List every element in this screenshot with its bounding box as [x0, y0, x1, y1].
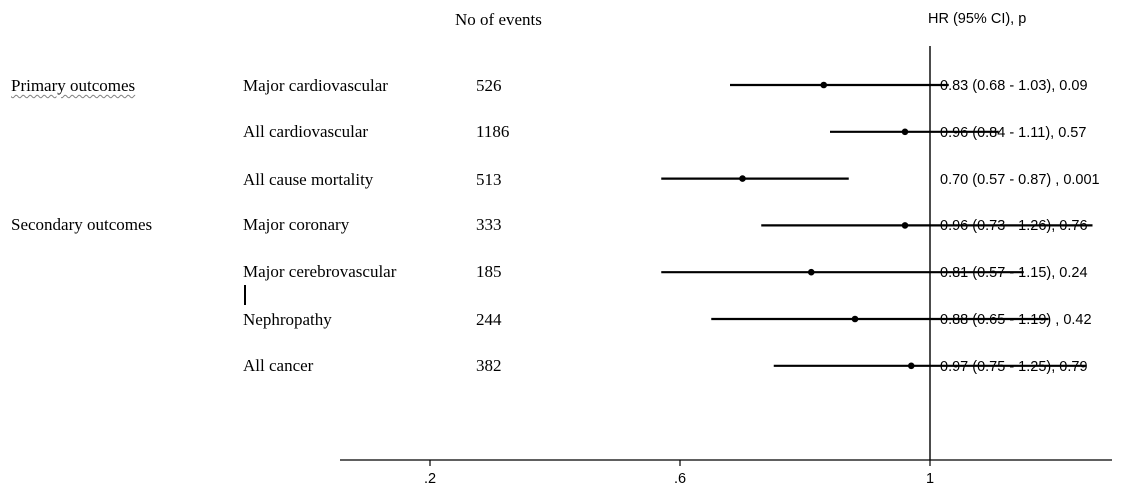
events-major-cardiovascular: 526: [476, 76, 502, 95]
hr-point: [851, 315, 859, 323]
hr-point: [820, 81, 828, 89]
hr-text-all-cancer: 0.97 (0.75 - 1.25), 0.79: [940, 359, 1088, 375]
hr-text-all-cause-mortality: 0.70 (0.57 - 0.87) , 0.001: [940, 172, 1100, 188]
hr-point: [901, 222, 909, 229]
text-cursor-mark: [244, 285, 246, 305]
row-label-all-cause-mortality: All cause mortality: [243, 170, 374, 189]
events-all-cancer: 382: [476, 356, 502, 375]
group-label-secondary: Secondary outcomes: [11, 215, 153, 234]
row-label-all-cancer: All cancer: [243, 356, 314, 375]
events-all-cause-mortality: 513: [476, 170, 502, 189]
hr-point: [901, 128, 909, 136]
hr-point: [907, 362, 915, 370]
events-major-coronary: 333: [476, 215, 502, 234]
x-axis-tick-label: .2: [424, 471, 436, 487]
events-all-cardiovascular: 1186: [476, 122, 510, 141]
x-axis-tick-label: .6: [674, 471, 686, 487]
hr-column-header: HR (95% CI), p: [928, 11, 1027, 27]
x-axis-tick-label: 1: [926, 471, 934, 487]
events-nephropathy: 244: [476, 310, 502, 329]
hr-text-major-cardiovascular: 0.83 (0.68 - 1.03), 0.09: [940, 78, 1088, 94]
hr-point: [739, 175, 746, 182]
hr-text-all-cardiovascular: 0.96 (0.84 - 1.11), 0.57: [940, 125, 1087, 141]
group-label-primary: Primary outcomes: [11, 76, 136, 95]
row-label-all-cardiovascular: All cardiovascular: [243, 122, 369, 141]
row-label-major-coronary: Major coronary: [243, 215, 350, 234]
events-major-cerebrovascular: 185: [476, 262, 502, 281]
row-label-major-cerebrovascular: Major cerebrovascular: [243, 262, 397, 281]
events-column-header: No of events: [455, 10, 542, 29]
row-label-nephropathy: Nephropathy: [243, 310, 332, 329]
row-label-major-cardiovascular: Major cardiovascular: [243, 76, 388, 95]
hr-point: [807, 268, 815, 276]
